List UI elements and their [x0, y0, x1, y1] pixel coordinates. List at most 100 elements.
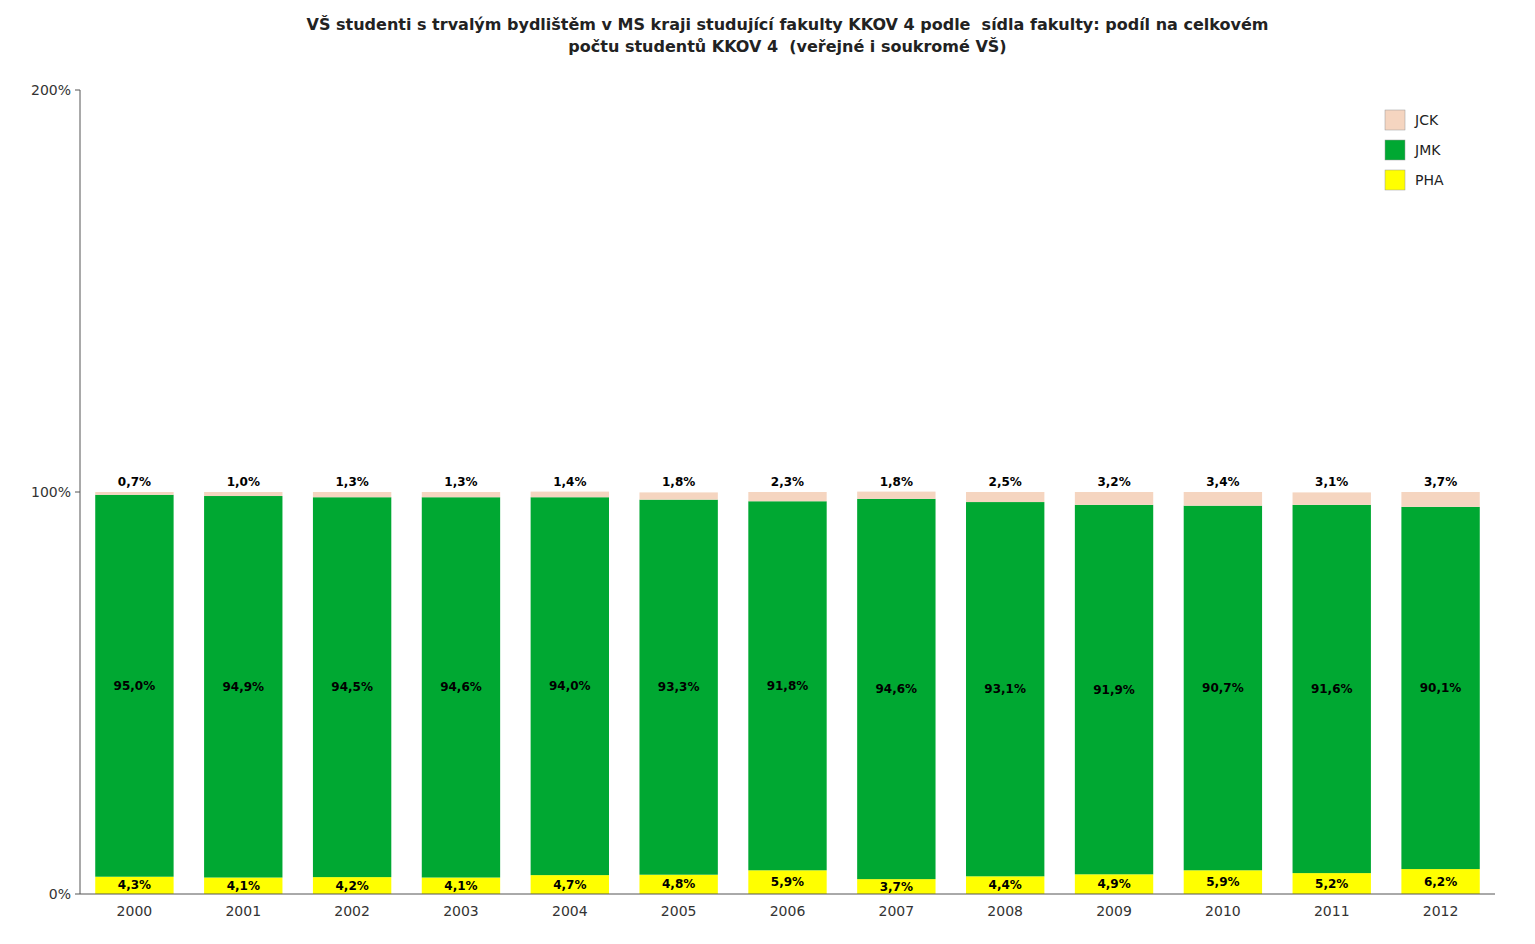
data-label: 3,1%	[1315, 475, 1348, 489]
bar-segment	[639, 875, 717, 894]
legend-label: PHA	[1415, 172, 1444, 188]
data-label: 2,5%	[989, 475, 1022, 489]
data-label: 5,2%	[1315, 877, 1348, 891]
data-label: 4,1%	[444, 879, 477, 893]
x-tick-label: 2001	[225, 903, 261, 919]
data-label: 1,8%	[662, 475, 695, 489]
data-label: 94,5%	[331, 680, 373, 694]
bar-segment	[1293, 505, 1371, 873]
data-label: 5,9%	[1206, 875, 1239, 889]
data-label: 1,4%	[553, 475, 586, 489]
bar-segment	[204, 492, 282, 496]
bar-segment	[748, 870, 826, 894]
x-tick-label: 2011	[1314, 903, 1350, 919]
data-label: 0,7%	[118, 475, 151, 489]
bar-segment	[639, 500, 717, 875]
data-label: 4,7%	[553, 878, 586, 892]
y-axis-line	[80, 90, 81, 894]
data-label: 1,3%	[444, 475, 477, 489]
data-label: 4,9%	[1097, 877, 1130, 891]
data-label: 2,3%	[771, 475, 804, 489]
bar-segment	[422, 878, 500, 894]
bar-segment	[1184, 870, 1262, 894]
x-axis-line	[80, 894, 1495, 895]
y-axis: 0% 100% 200%	[31, 82, 80, 902]
data-label: 3,4%	[1206, 475, 1239, 489]
bar-segment	[966, 492, 1044, 502]
bar-segment	[204, 496, 282, 877]
bar-segment	[204, 878, 282, 894]
y-tick-label: 200%	[31, 82, 71, 98]
x-tick-label: 2003	[443, 903, 479, 919]
legend-label: JCK	[1414, 112, 1439, 128]
bar-segment	[95, 495, 173, 877]
bar-segment	[1401, 507, 1479, 869]
data-label: 90,7%	[1202, 681, 1244, 695]
bar-segment	[313, 497, 391, 877]
legend-label: JMK	[1414, 142, 1441, 158]
bar-segment	[748, 501, 826, 870]
data-label: 95,0%	[114, 679, 156, 693]
data-label: 91,8%	[767, 679, 809, 693]
bar-segment	[966, 876, 1044, 894]
bars	[95, 492, 1480, 894]
data-label: 3,7%	[880, 880, 913, 894]
data-label: 4,3%	[118, 878, 151, 892]
data-label: 90,1%	[1420, 681, 1462, 695]
y-tick-label: 0%	[49, 886, 71, 902]
bar-segment	[1293, 873, 1371, 894]
legend-swatch	[1385, 110, 1405, 130]
bar-segment	[1401, 869, 1479, 894]
y-tick-label: 100%	[31, 484, 71, 500]
bar-segment	[748, 492, 826, 501]
bar-segment	[1401, 492, 1479, 507]
x-tick-label: 2009	[1096, 903, 1132, 919]
y-tick	[75, 90, 80, 91]
legend-swatch	[1385, 140, 1405, 160]
x-tick-label: 2005	[661, 903, 697, 919]
data-label: 1,3%	[335, 475, 368, 489]
title: VŠ studenti s trvalým bydlištěm v MS kra…	[307, 15, 1269, 56]
data-label: 1,0%	[227, 475, 260, 489]
bar-segment	[531, 497, 609, 875]
bar-segment	[966, 502, 1044, 876]
x-tick-label: 2010	[1205, 903, 1241, 919]
bar-segment	[639, 492, 717, 499]
data-labels: 4,3%4,1%4,2%4,1%4,7%4,8%5,9%3,7%4,4%4,9%…	[114, 475, 1462, 894]
bar-segment	[1184, 506, 1262, 871]
bar-segment	[422, 492, 500, 497]
data-label: 93,1%	[984, 682, 1026, 696]
bar-segment	[313, 492, 391, 497]
data-label: 1,8%	[880, 475, 913, 489]
bar-segment	[531, 875, 609, 894]
x-tick-label: 2008	[987, 903, 1023, 919]
legend-swatch	[1385, 170, 1405, 190]
bar-segment	[422, 497, 500, 877]
bar-segment	[857, 879, 935, 894]
x-tick-label: 2004	[552, 903, 588, 919]
data-label: 93,3%	[658, 680, 700, 694]
bar-segment	[1075, 492, 1153, 505]
bar-segment	[531, 492, 609, 498]
bar-segment	[95, 492, 173, 495]
data-label: 4,2%	[335, 879, 368, 893]
x-tick-label: 2012	[1423, 903, 1459, 919]
x-tick-label: 2006	[770, 903, 806, 919]
data-label: 94,6%	[440, 680, 482, 694]
data-label: 3,7%	[1424, 475, 1457, 489]
data-label: 4,8%	[662, 877, 695, 891]
bar-segment	[1184, 492, 1262, 506]
bar-segment	[313, 877, 391, 894]
data-label: 4,1%	[227, 879, 260, 893]
x-tick-label: 2000	[117, 903, 153, 919]
bar-segment	[1075, 874, 1153, 894]
y-tick	[75, 492, 80, 493]
data-label: 94,6%	[876, 682, 918, 696]
bar-segment	[857, 499, 935, 879]
data-label: 5,9%	[771, 875, 804, 889]
data-label: 91,9%	[1093, 683, 1135, 697]
bar-segment	[1075, 505, 1153, 874]
data-label: 91,6%	[1311, 682, 1353, 696]
y-tick	[75, 894, 80, 895]
data-label: 94,0%	[549, 679, 591, 693]
